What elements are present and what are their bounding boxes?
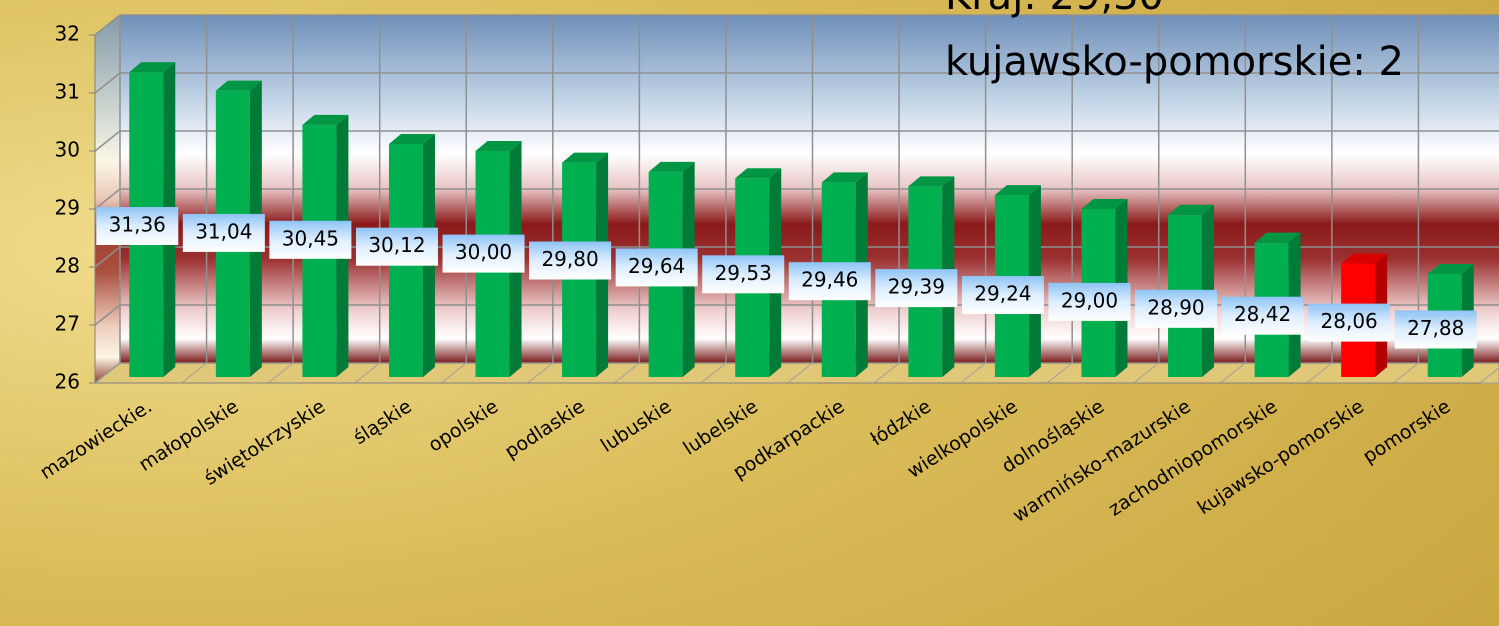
y-tick-label: 27: [55, 312, 80, 336]
value-label: 29,80: [541, 247, 598, 271]
floor-line: [354, 362, 380, 384]
value-label-box: [961, 276, 1044, 314]
y-tick-label: 26: [55, 370, 80, 394]
value-label-box: [1394, 310, 1477, 349]
value-label-box: [1048, 282, 1131, 321]
value-label-box: [1221, 296, 1304, 335]
floor-line: [614, 362, 640, 384]
floor-line: [1479, 367, 1499, 384]
annotation: Kraj: 29,30: [945, 0, 1164, 19]
value-label-box: [96, 207, 179, 245]
value-label-box: [269, 220, 352, 259]
value-label-box: [875, 269, 958, 308]
annotation: kujawsko-pomorskie: 2: [945, 39, 1404, 85]
bar-top: [821, 172, 868, 183]
grid-line: [94, 246, 121, 268]
value-label: 31,36: [109, 213, 166, 237]
value-label-box: [615, 248, 698, 287]
bar-top: [562, 152, 609, 163]
y-tick-label: 31: [55, 80, 80, 104]
value-label: 28,90: [1147, 295, 1204, 319]
floor-line: [1046, 362, 1073, 384]
floor-line: [1393, 362, 1419, 384]
value-label-box: [1135, 289, 1218, 328]
floor-line: [873, 362, 900, 384]
grid-line: [94, 304, 121, 326]
bar-top: [1341, 253, 1388, 264]
value-label: 28,06: [1321, 309, 1378, 333]
floor-line: [527, 362, 554, 384]
value-label: 28,42: [1234, 302, 1291, 326]
y-tick-label: 28: [55, 254, 80, 278]
value-label: 30,00: [455, 240, 512, 264]
floor-line: [267, 362, 294, 384]
floor-line: [181, 362, 207, 384]
bar-top: [1168, 204, 1215, 215]
value-label: 29,53: [715, 261, 772, 285]
bar-top: [994, 185, 1041, 196]
value-label: 29,00: [1061, 288, 1118, 312]
value-label-box: [1308, 303, 1391, 342]
value-label-box: [529, 241, 612, 280]
value-label: 29,46: [801, 268, 858, 292]
floor-line: [1306, 362, 1333, 384]
bar-top: [735, 168, 782, 179]
bar-top: [908, 176, 955, 187]
y-tick-label: 32: [55, 22, 80, 46]
value-label-box: [788, 262, 871, 301]
value-label-box: [182, 213, 265, 252]
floor-line: [960, 362, 986, 384]
grid-line: [94, 188, 121, 210]
value-label: 31,04: [195, 219, 252, 243]
value-label: 30,12: [368, 233, 425, 257]
bar-top: [129, 62, 176, 73]
floor-line: [94, 362, 121, 384]
bar-top: [388, 134, 435, 145]
grid-line: [94, 72, 121, 94]
y-tick-label: 30: [55, 138, 80, 162]
floor-line: [440, 362, 467, 384]
value-label: 29,39: [888, 275, 945, 299]
y-tick-label: 29: [55, 196, 80, 220]
grid-line: [94, 14, 121, 36]
floor-line: [1220, 362, 1246, 384]
bar-top: [1254, 232, 1301, 243]
value-label: 29,64: [628, 254, 685, 278]
floor-line: [1133, 362, 1160, 384]
floor-line: [700, 362, 727, 384]
bar-top: [475, 141, 522, 151]
bar-top: [1081, 199, 1128, 209]
bar-top: [1427, 263, 1474, 274]
value-label: 30,45: [282, 226, 339, 250]
value-label-box: [702, 255, 785, 294]
bar-top: [215, 80, 262, 91]
bar-top: [648, 161, 695, 172]
value-label: 27,88: [1407, 316, 1464, 340]
grid-line: [94, 130, 121, 152]
floor-line: [787, 362, 813, 384]
value-label: 29,24: [974, 282, 1031, 306]
bar-top: [302, 114, 349, 125]
value-label-box: [442, 234, 525, 273]
value-label-box: [355, 227, 438, 266]
